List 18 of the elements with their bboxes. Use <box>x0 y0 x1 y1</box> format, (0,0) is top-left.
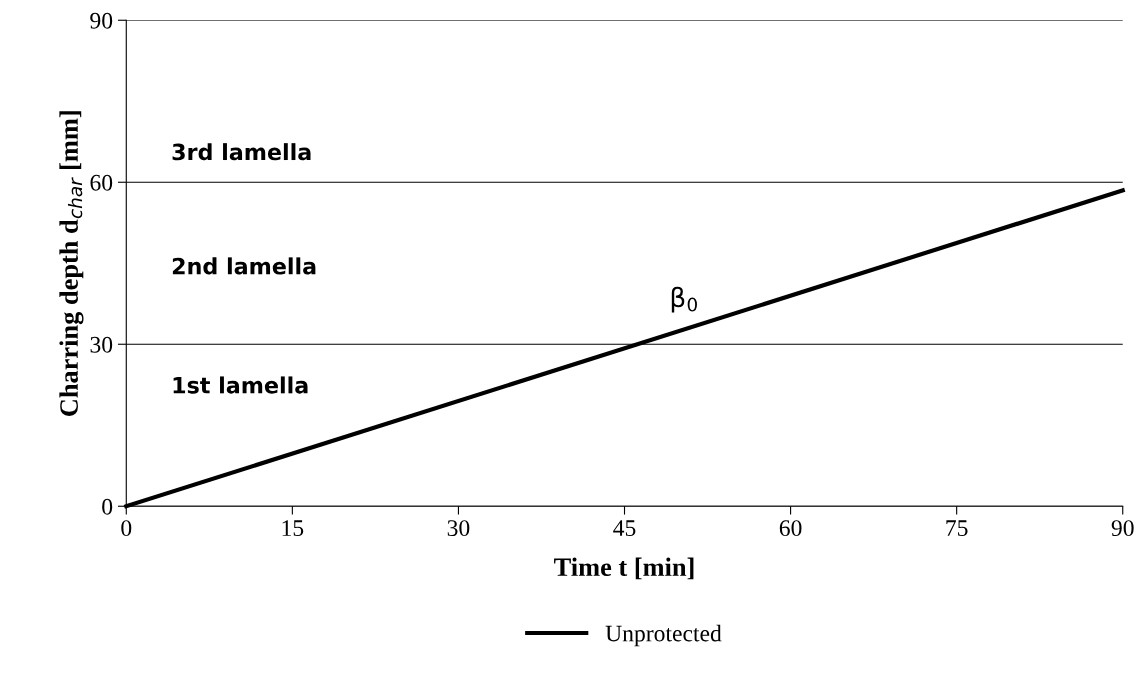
annotation: 3rd lamella <box>172 143 311 161</box>
x-tick-label: 15 <box>282 520 304 537</box>
legend-label: Unprotected <box>605 624 722 647</box>
annotation: 2nd lamella <box>172 257 316 275</box>
x-tick-label: 75 <box>946 520 968 537</box>
annotation: β$_{0}$ <box>671 286 697 313</box>
annotation: 1st lamella <box>173 376 308 394</box>
x-tick-label: 0 <box>121 520 132 537</box>
y-axis-title: Charring depth d$_{char}$ [mm] <box>59 111 84 416</box>
y-tick-label: 60 <box>90 174 113 191</box>
x-axis-title: Time t [min] <box>554 557 694 580</box>
y-tick-label: 0 <box>102 498 113 515</box>
y-tick-label: 30 <box>90 336 113 353</box>
x-tick-label: 90 <box>1111 520 1134 537</box>
x-tick-label: 60 <box>779 520 802 537</box>
x-tick-label: 30 <box>447 520 470 537</box>
x-tick-label: 45 <box>613 520 636 537</box>
y-tick-label: 90 <box>90 12 113 29</box>
